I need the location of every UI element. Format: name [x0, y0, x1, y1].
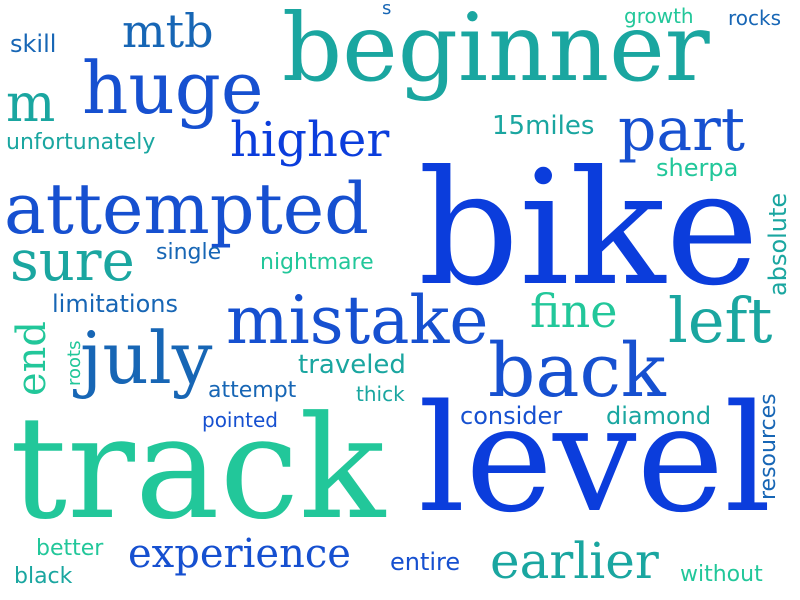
word-black: black [14, 564, 73, 589]
word-limitations: limitations [52, 290, 178, 318]
word-left: left [668, 284, 773, 357]
word-resources: resources [756, 393, 781, 500]
word-traveled: traveled [298, 350, 406, 380]
word-better: better [36, 536, 104, 561]
word-attempt: attempt [208, 378, 297, 403]
word-earlier: earlier [490, 532, 659, 590]
word-growth: growth [624, 4, 694, 28]
word-higher: higher [230, 112, 390, 168]
word-nightmare: nightmare [260, 250, 374, 275]
word-experience: experience [128, 531, 351, 577]
word-sure: sure [10, 229, 135, 294]
word-m: m [6, 74, 56, 134]
word-entire: entire [390, 548, 461, 576]
word-roots: roots [64, 340, 85, 386]
word-absolute: absolute [764, 192, 792, 296]
word-single: single [156, 240, 222, 265]
word-unfortunately: unfortunately [6, 130, 156, 155]
word-pointed: pointed [202, 408, 279, 432]
word-without: without [680, 562, 763, 587]
word-rocks: rocks [728, 6, 782, 30]
word-huge: huge [82, 46, 264, 130]
word-bike: bike [418, 137, 759, 321]
word-skill: skill [10, 30, 57, 58]
word-mistake: mistake [226, 282, 489, 359]
word-consider: consider [460, 402, 563, 430]
word-mtb: mtb [122, 4, 214, 58]
word-attempted: attempted [4, 168, 369, 250]
word-july: july [80, 316, 213, 400]
word-diamond: diamond [606, 402, 712, 430]
word-15miles: 15miles [492, 111, 595, 141]
word-part: part [618, 95, 745, 165]
word-level: level [418, 373, 772, 545]
word-beginner: beginner [282, 0, 710, 103]
word-fine: fine [530, 284, 618, 338]
word-sherpa: sherpa [656, 154, 739, 182]
word-back: back [488, 328, 666, 414]
word-s: s [382, 0, 392, 19]
word-end: end [9, 320, 55, 396]
word-track: track [10, 386, 386, 551]
word-thick: thick [356, 382, 405, 406]
